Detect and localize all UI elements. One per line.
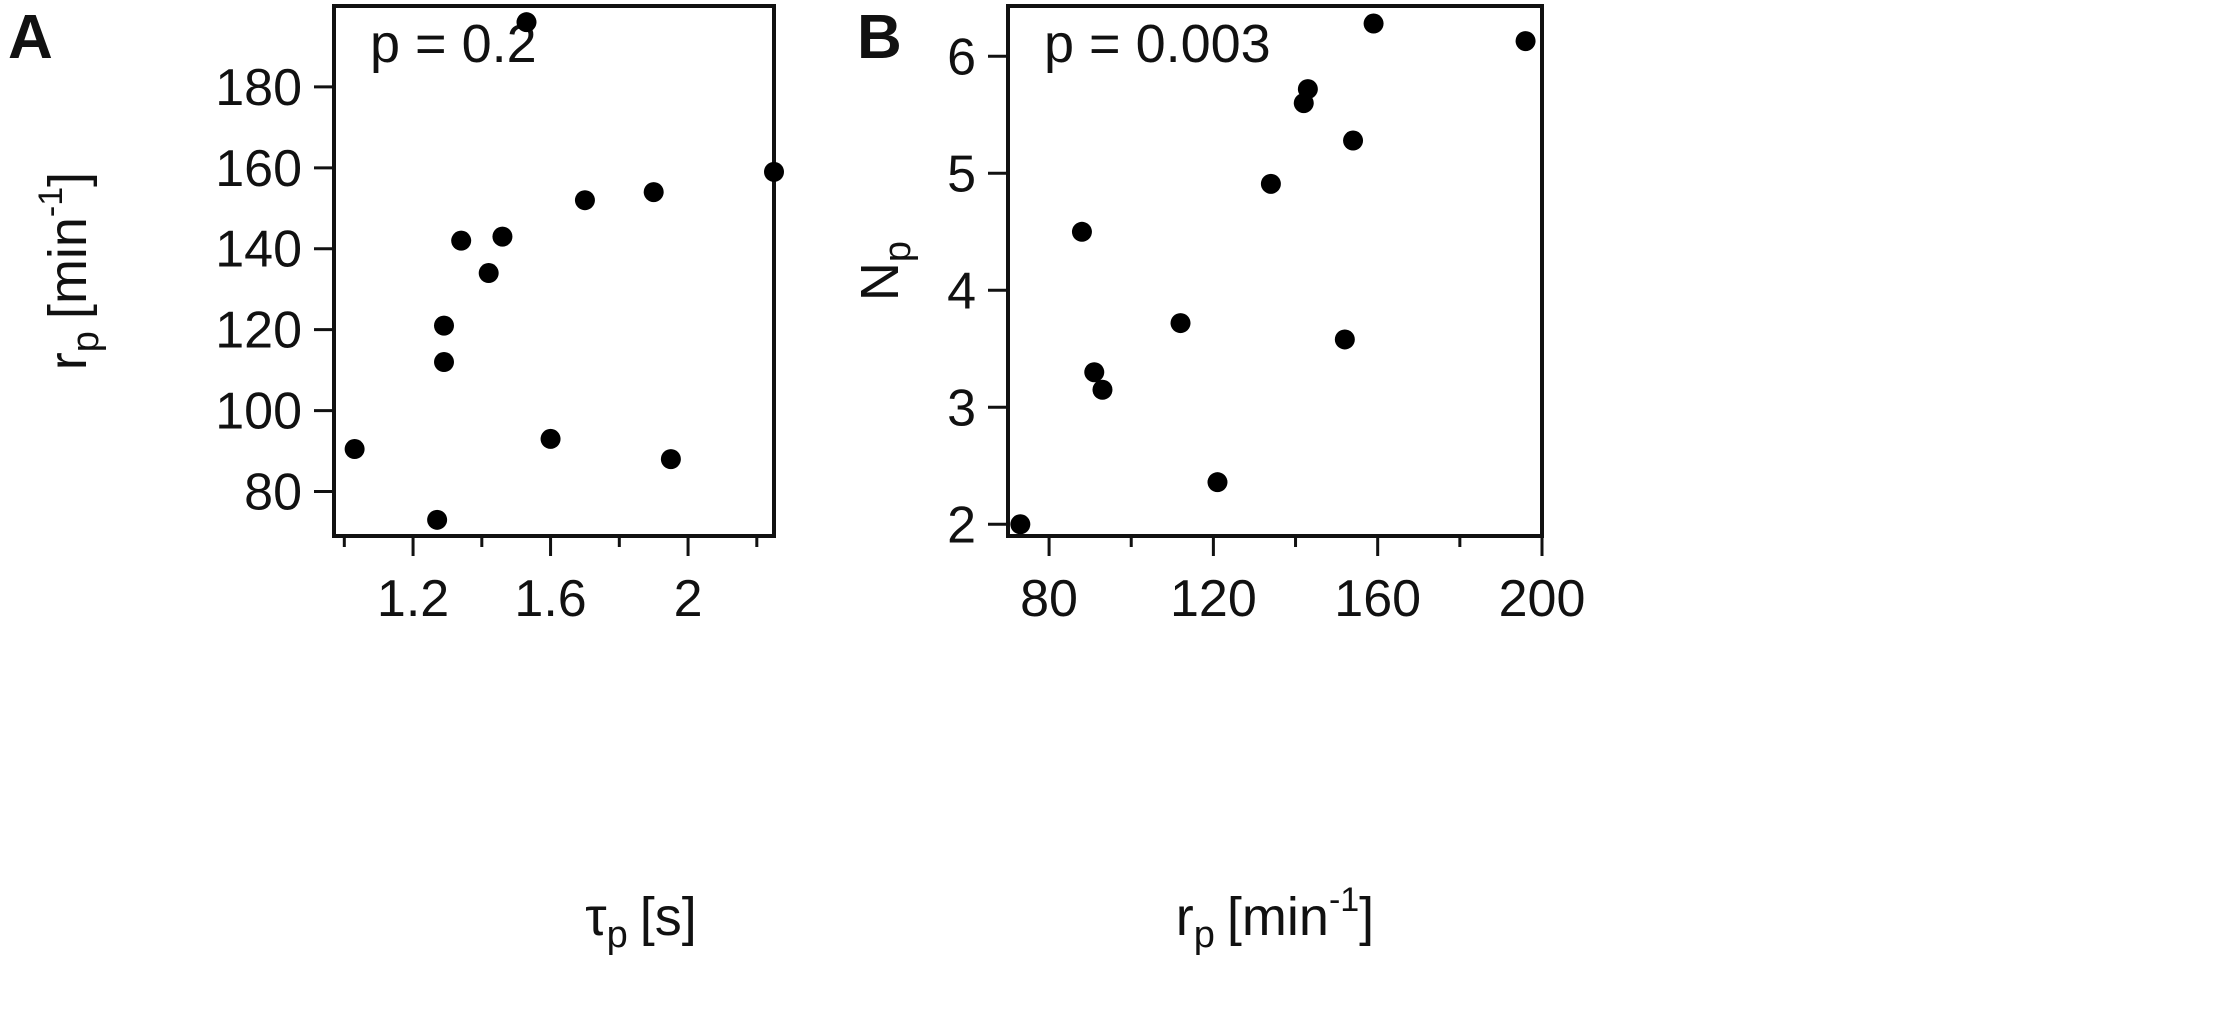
panel-a-y-tick-label: 80 (244, 463, 302, 521)
panel-a-data-point (660, 449, 681, 470)
panel-a-data-point (427, 509, 448, 530)
panel-b-data-point (1170, 313, 1191, 334)
panel-b-y-tick-label: 5 (947, 145, 976, 203)
panel-b-plot-frame (1006, 4, 1544, 538)
panel-a-y-label-sup: -1 (32, 187, 70, 217)
panel-b-data-point (1334, 329, 1355, 350)
panel-a-x-label-main: τ (585, 887, 606, 947)
panel-b-data-point (1084, 362, 1105, 383)
panel-a-data-point (643, 182, 664, 203)
panel-b-points (1010, 13, 1536, 535)
panel-a-data-point (516, 12, 537, 33)
panel-b-y-tick-label: 6 (947, 28, 976, 86)
panel-b-data-point (1260, 173, 1281, 194)
panel-b-x-tick-label: 120 (1170, 570, 1257, 628)
panel-b-letter: B (857, 3, 902, 72)
panel-a-letter: A (8, 3, 53, 72)
panel-b-data-point (1297, 79, 1318, 100)
panel-a-y-label-sub: p (65, 331, 107, 352)
panel-b-data-point (1343, 130, 1364, 151)
panel-b-y-tick-label: 3 (947, 379, 976, 437)
panel-b-y-label-sub: p (877, 241, 919, 262)
panel-b-x-label-main: r (1176, 887, 1194, 947)
panel-a-y-label-unit-open: [min (38, 217, 98, 319)
panel-b-data-point (1363, 13, 1384, 34)
panel-a-data-point (574, 190, 595, 211)
panel-a-ticks: 1.2 1.6 2 80 100 120 140 160 180 (215, 59, 759, 628)
panel-a-data-point (492, 226, 513, 247)
panel-a-x-label-sub: p (607, 914, 628, 956)
panel-a-x-axis-label: τp [s] (585, 887, 697, 956)
panel-b-y-axis-label: Np (850, 241, 919, 301)
panel-b-data-point (1207, 472, 1228, 493)
panel-b-x-label-sup: -1 (1329, 881, 1359, 919)
panel-a-data-point (434, 352, 454, 373)
panel-b-x-label-unit-close: ] (1359, 887, 1374, 947)
panel-a-y-tick-label: 180 (215, 59, 302, 117)
panel-b-y-tick-label: 4 (947, 262, 976, 320)
panel-a-x-tick-label: 1.2 (377, 570, 449, 628)
panel-a-y-tick-label: 100 (215, 383, 302, 441)
panel-a-y-label-main: r (38, 352, 98, 370)
panel-a-y-tick-label: 140 (215, 221, 302, 279)
panel-a-data-point (451, 230, 472, 251)
panel-a-annotation: p = 0.2 (370, 14, 537, 74)
panel-a-data-point (540, 428, 561, 449)
panel-a-y-axis-label: rp [min-1] (32, 172, 107, 370)
panel-a-x-tick-label: 1.6 (514, 570, 586, 628)
panel-b-x-axis-label: rp [min-1] (1176, 881, 1374, 956)
panel-a-data-point (478, 263, 499, 284)
panel-a-y-tick-label: 120 (215, 302, 302, 360)
panel-a-y-label-unit-close: ] (38, 172, 98, 187)
panel-b-data-point (1515, 31, 1536, 52)
panel-b-y-label-main: N (850, 262, 910, 301)
panel-b-x-tick-label: 80 (1020, 570, 1078, 628)
panel-a-plot-frame (332, 4, 776, 538)
panel-a-x-tick-label: 2 (674, 570, 703, 628)
panel-a-x-label-unit: [s] (640, 887, 697, 947)
panel-a-data-point (344, 439, 365, 460)
panel-b-x-tick-label: 160 (1334, 570, 1421, 628)
panel-a-data-point (434, 315, 454, 336)
panel-b-ticks: 80 120 160 200 2 3 4 5 6 (947, 28, 1585, 628)
panel-a-data-point (764, 161, 784, 182)
panel-a-points (344, 12, 784, 530)
panel-b-y-tick-label: 2 (947, 496, 976, 554)
panel-a-y-tick-label: 160 (215, 140, 302, 198)
panel-b-annotation: p = 0.003 (1044, 14, 1271, 74)
panel-b-x-label-sub: p (1194, 914, 1215, 956)
panel-b-x-tick-label: 200 (1499, 570, 1586, 628)
panel-b-data-point (1071, 221, 1092, 242)
panel-b-data-point (1010, 514, 1031, 535)
panel-b-x-label-unit-open: [min (1227, 887, 1329, 947)
panel-b-data-point (1092, 379, 1113, 400)
